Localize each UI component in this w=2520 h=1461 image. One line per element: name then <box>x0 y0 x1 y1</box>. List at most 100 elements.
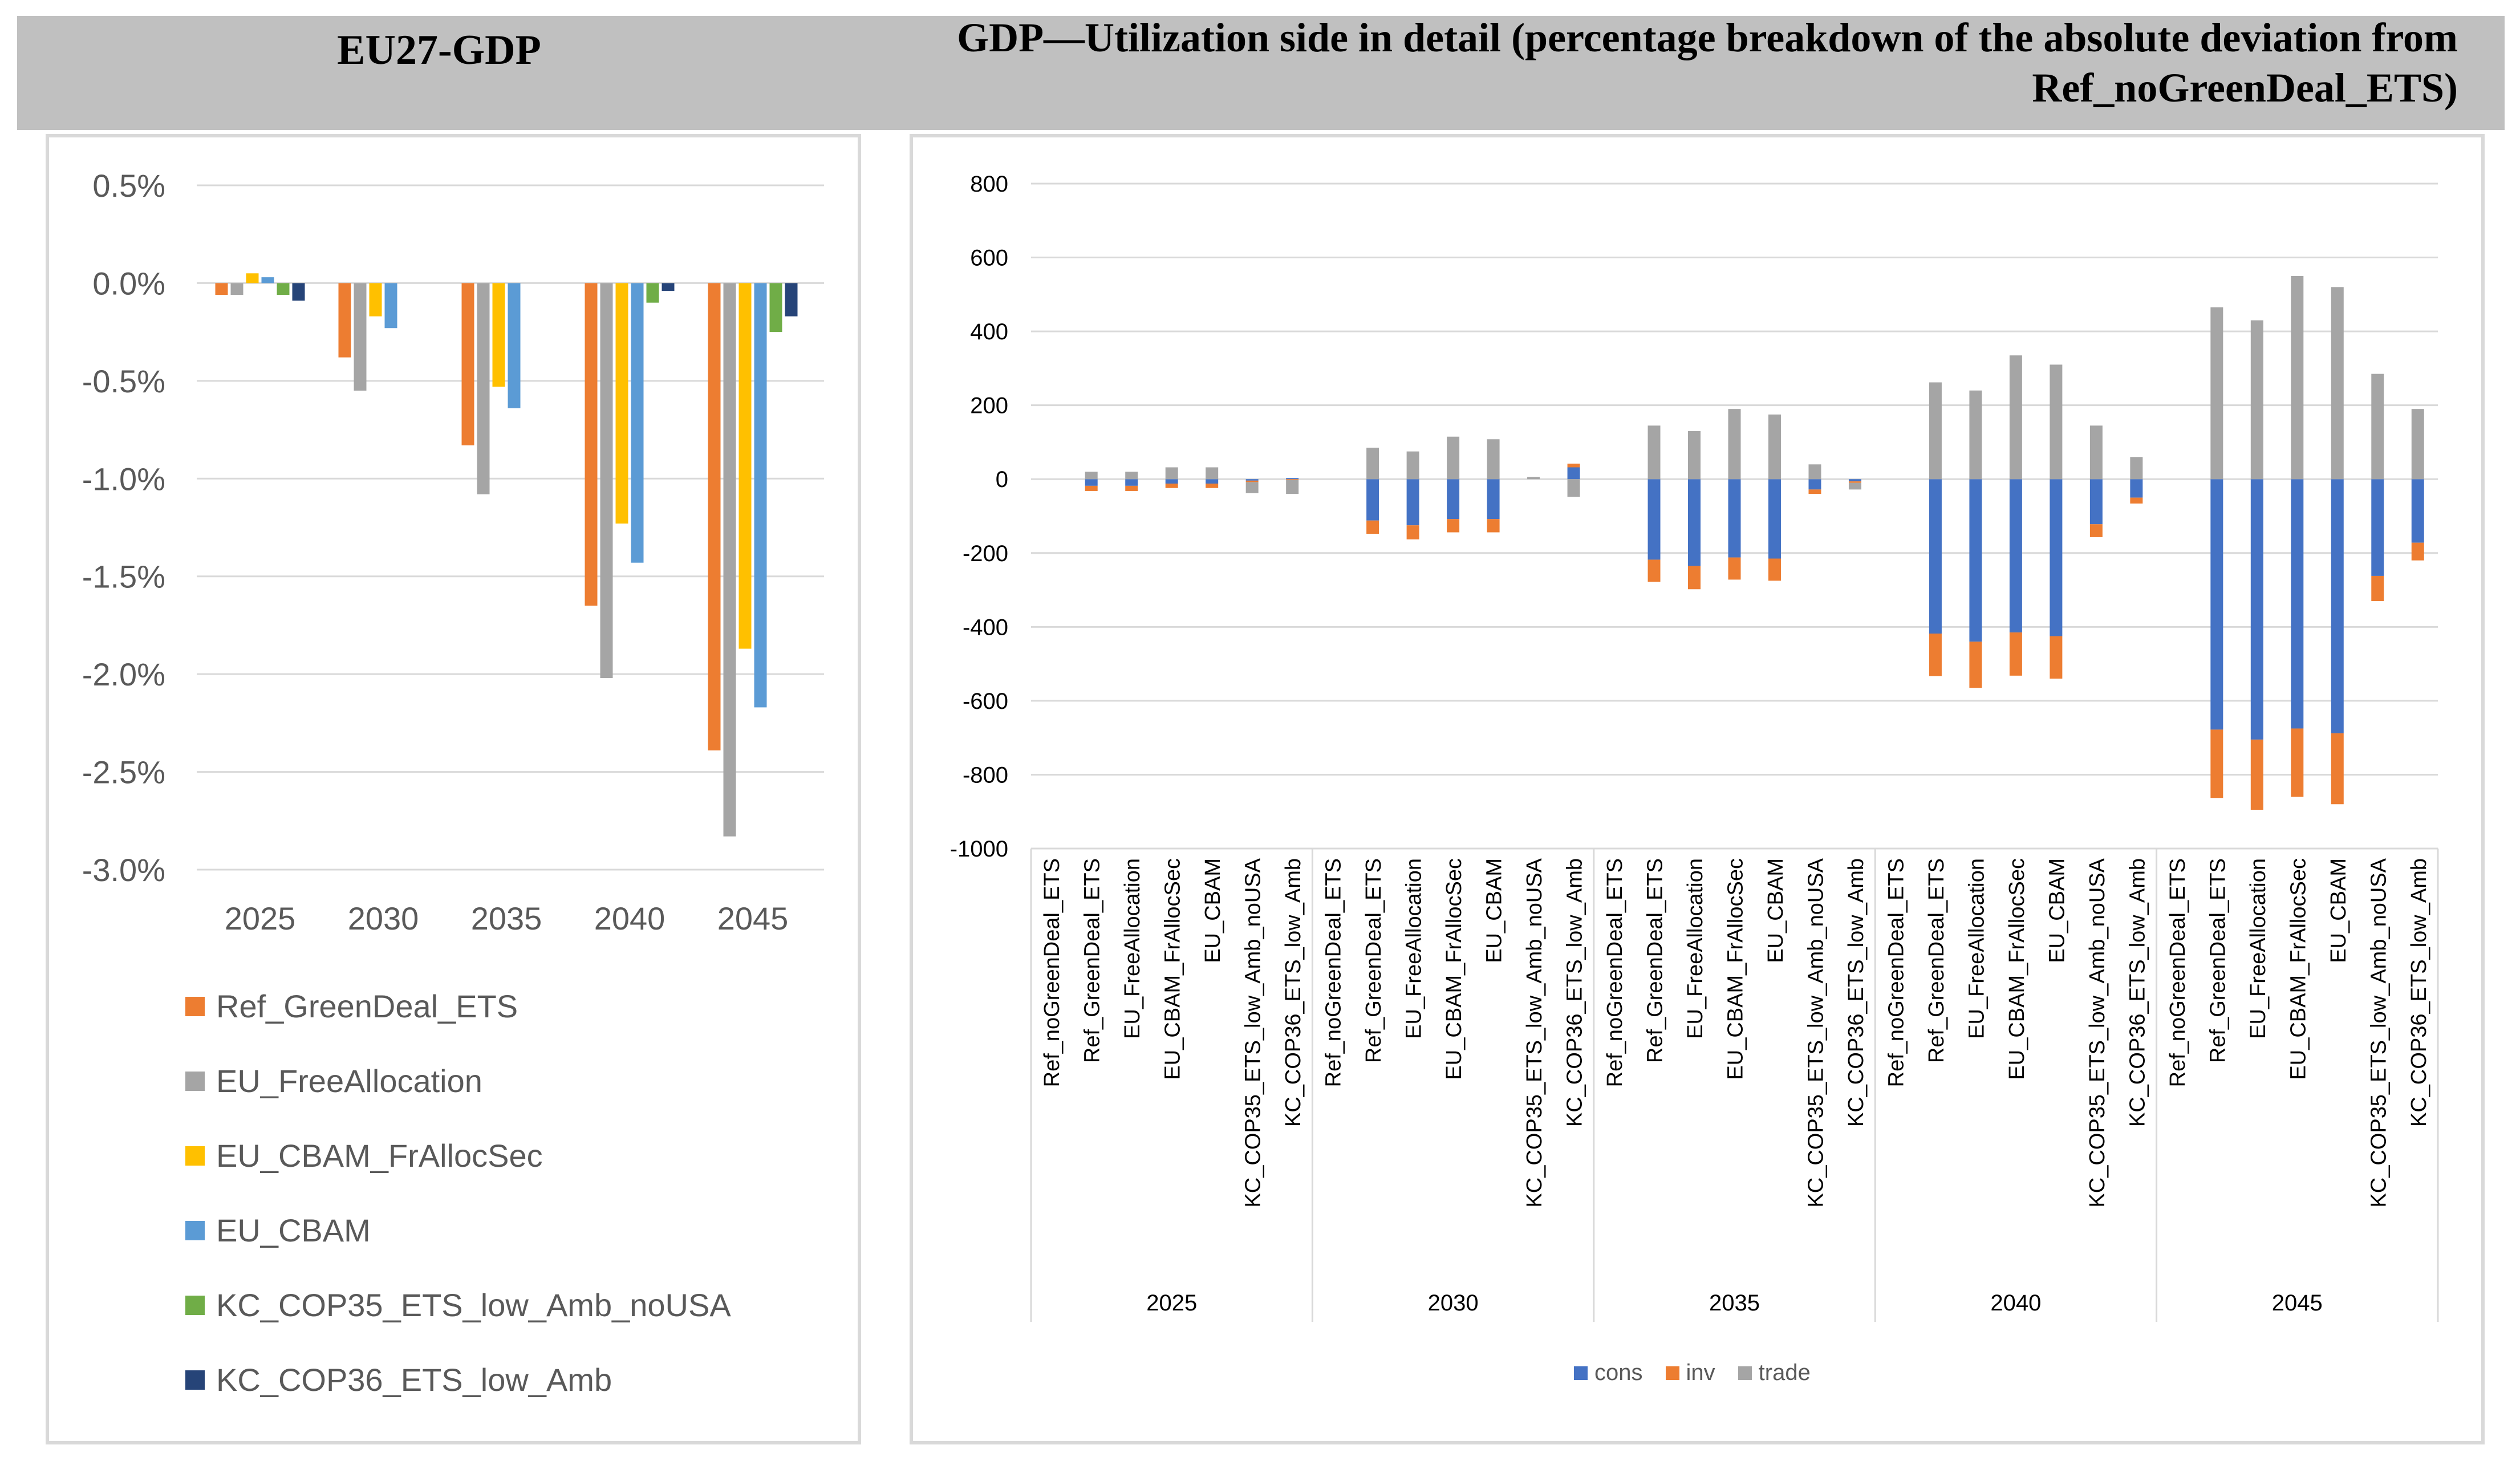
bar <box>662 283 675 291</box>
group-label: 2040 <box>1990 1290 2041 1316</box>
category-label: Ref_noGreenDeal_ETS <box>2166 858 2190 1087</box>
bar <box>477 283 490 494</box>
stacked-bar-segment <box>1487 439 1500 480</box>
stacked-bar-segment <box>2371 374 2384 480</box>
legend-item: inv <box>1665 1360 1715 1386</box>
category-label: Ref_noGreenDeal_ETS <box>1603 858 1627 1087</box>
legend-swatch <box>185 1146 205 1166</box>
bar <box>215 283 228 295</box>
category-label: KC_COP35_ETS_low_Amb_noUSA <box>1804 858 1828 1207</box>
category-label: Ref_noGreenDeal_ETS <box>1322 858 1346 1087</box>
category-label: EU_CBAM_FrAllocSec <box>1442 858 1466 1080</box>
stacked-bar-segment <box>2009 632 2022 676</box>
category-label: KC_COP35_ETS_low_Amb_noUSA <box>1241 858 1265 1207</box>
stacked-bar-segment <box>1647 479 1661 560</box>
y-tick-label: -1.5% <box>82 559 165 595</box>
category-label: EU_FreeAllocation <box>1965 858 1989 1039</box>
group-label: 2045 <box>2272 1290 2323 1316</box>
bar <box>492 283 505 387</box>
x-tick-label: 2045 <box>717 900 789 936</box>
right-chart-title: GDP—Utilization side in detail (percenta… <box>957 15 2458 111</box>
bar <box>508 283 521 408</box>
legend-label: KC_COP35_ETS_low_Amb_noUSA <box>216 1287 731 1323</box>
x-tick-label: 2035 <box>471 900 542 936</box>
category-label: KC_COP36_ETS_low_Amb <box>2407 858 2431 1127</box>
stacked-bar-segment <box>1245 479 1259 481</box>
legend-label: EU_CBAM <box>216 1212 371 1248</box>
group-label: 2035 <box>1709 1290 1760 1316</box>
category-label: EU_FreeAllocation <box>1683 858 1707 1039</box>
stacked-bar-segment <box>1286 479 1299 480</box>
bar <box>631 283 644 563</box>
stacked-bar-segment <box>2291 275 2304 480</box>
legend-label: EU_CBAM_FrAllocSec <box>216 1138 543 1174</box>
stacked-bar-segment <box>1929 633 1942 676</box>
bar <box>600 283 613 678</box>
stacked-bar-segment <box>2331 733 2344 805</box>
bar <box>354 283 367 391</box>
bar <box>708 283 721 750</box>
stacked-bar-segment <box>2250 739 2263 810</box>
stacked-bar-segment <box>2371 479 2384 576</box>
bar <box>646 283 659 303</box>
stacked-bar-segment <box>1808 489 1821 494</box>
stacked-bar-segment <box>2411 479 2424 543</box>
legend-swatch <box>185 1221 205 1240</box>
category-label: KC_COP36_ETS_low_Amb <box>1281 858 1305 1127</box>
stacked-bar-segment <box>2130 479 2143 498</box>
stacked-bar-segment <box>1085 485 1098 491</box>
stacked-bar-segment <box>1808 464 1821 480</box>
stacked-bar-segment <box>1969 390 1982 480</box>
stacked-bar-segment <box>2331 287 2344 480</box>
legend-swatch <box>185 1370 205 1390</box>
legend-label: cons <box>1594 1360 1643 1385</box>
stacked-bar-segment <box>1447 479 1460 520</box>
legend-item: cons <box>1574 1360 1643 1386</box>
group-label: 2030 <box>1428 1290 1479 1316</box>
y-tick-label: -200 <box>963 541 1008 566</box>
y-tick-label: -3.0% <box>82 852 165 888</box>
stacked-bar-segment <box>2210 729 2223 798</box>
legend-label: trade <box>1758 1360 1811 1385</box>
stacked-bar-segment <box>2089 524 2103 537</box>
stacked-bar-segment <box>1848 482 1861 490</box>
stacked-bar-segment <box>2009 479 2022 633</box>
category-label: EU_CBAM <box>1483 858 1507 963</box>
stacked-bar-segment <box>1929 382 1942 480</box>
legend-swatch <box>185 1072 205 1091</box>
category-label: KC_COP35_ETS_low_Amb_noUSA <box>1523 858 1547 1207</box>
stacked-bar-segment <box>2050 364 2063 480</box>
category-label: Ref_GreenDeal_ETS <box>1644 858 1667 1063</box>
stacked-bar-segment <box>1286 478 1299 480</box>
stacked-bar-segment <box>1085 479 1098 486</box>
category-label: EU_CBAM_FrAllocSec <box>1724 858 1748 1080</box>
y-tick-label: 600 <box>970 246 1008 271</box>
legend-swatch <box>1738 1366 1752 1380</box>
legend-swatch <box>1574 1366 1588 1380</box>
stacked-bar-segment <box>1808 479 1821 490</box>
legend-label: KC_COP36_ETS_low_Amb <box>216 1362 612 1398</box>
bar <box>230 283 244 295</box>
stacked-bar-segment <box>1969 479 1982 642</box>
y-tick-label: -0.5% <box>82 363 165 399</box>
stacked-bar-segment <box>1567 479 1580 497</box>
bar <box>277 283 290 295</box>
category-label: EU_CBAM <box>1201 858 1225 963</box>
category-label: Ref_noGreenDeal_ETS <box>1040 858 1064 1087</box>
y-tick-label: -800 <box>963 762 1008 788</box>
stacked-bar-segment <box>1125 485 1138 491</box>
category-label: KC_COP36_ETS_low_Amb <box>1563 858 1587 1127</box>
stacked-bar-segment <box>1165 479 1178 484</box>
bar <box>292 283 305 301</box>
stacked-bar-segment <box>1125 479 1138 486</box>
stacked-bar-segment <box>2210 307 2223 480</box>
category-label: Ref_noGreenDeal_ETS <box>1884 858 1908 1087</box>
y-tick-label: 0.0% <box>92 265 165 301</box>
legend-swatch <box>185 997 205 1016</box>
bar <box>246 273 259 283</box>
stacked-bar-segment <box>1768 479 1781 559</box>
utilization-legend: cons inv trade <box>1574 1360 1811 1386</box>
bar <box>754 283 767 708</box>
x-tick-label: 2025 <box>225 900 296 936</box>
bar <box>461 283 474 445</box>
